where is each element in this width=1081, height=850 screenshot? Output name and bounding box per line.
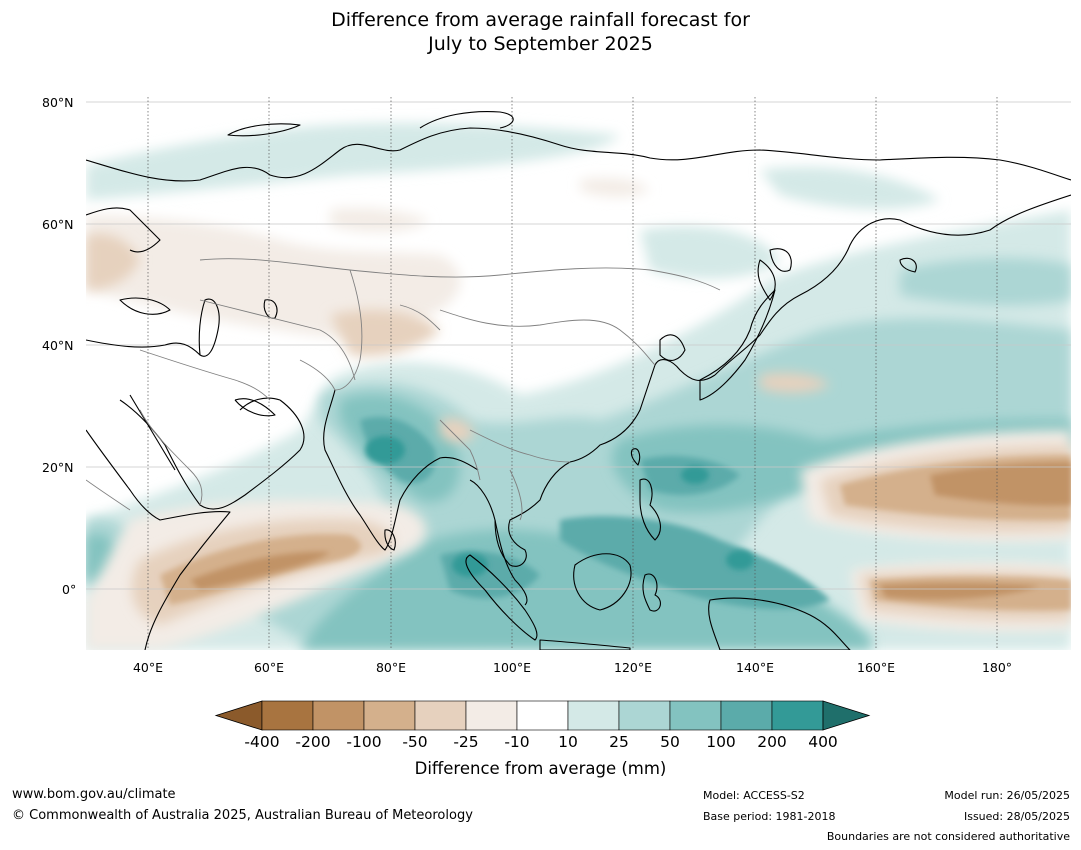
- gridlines: [86, 97, 1071, 650]
- colorbar-under-arrow: [214, 700, 263, 731]
- colorbar-tick-label: -25: [453, 733, 479, 751]
- colorbar-swatch: [414, 700, 467, 731]
- colorbar-swatch: [618, 700, 671, 731]
- wet-extreme-shading: [365, 436, 754, 577]
- rainfall-anomaly-map: [86, 97, 1071, 650]
- colorbar-swatch: [261, 700, 314, 731]
- colorbar-tick-label: 50: [660, 733, 680, 751]
- lon-label-160e: 160°E: [856, 660, 896, 675]
- colorbar-swatch: [363, 700, 416, 731]
- footer-base-period: Base period: 1981-2018: [703, 810, 836, 823]
- colorbar-tick-label: 400: [808, 733, 838, 751]
- longitude-gridlines: [147, 97, 998, 650]
- colorbar-tick-label: -10: [504, 733, 530, 751]
- colorbar-over-arrow: [822, 700, 871, 731]
- lat-label-80n: 80°N: [42, 95, 74, 110]
- colorbar-swatch: [720, 700, 773, 731]
- colorbar-swatch: [567, 700, 620, 731]
- lon-label-180: 180°: [981, 660, 1013, 675]
- colorbar-tick-label: -200: [295, 733, 331, 751]
- map-title: Difference from average rainfall forecas…: [0, 8, 1081, 56]
- colorbar-tick-label: 100: [706, 733, 736, 751]
- colorbar-tick-label: -50: [402, 733, 428, 751]
- country-borders: [86, 258, 721, 521]
- lat-label-20n: 20°N: [42, 460, 74, 475]
- lat-label-equator: 0°: [62, 582, 77, 597]
- footer-model: Model: ACCESS-S2: [703, 789, 805, 802]
- anomaly-shading: [86, 123, 1071, 650]
- lon-label-120e: 120°E: [613, 660, 653, 675]
- map-title-line2: July to September 2025: [428, 33, 653, 55]
- footer-copyright: © Commonwealth of Australia 2025, Austra…: [12, 808, 473, 823]
- colorbar-tick-label: 200: [757, 733, 787, 751]
- lat-label-40n: 40°N: [42, 338, 74, 353]
- footer-url[interactable]: www.bom.gov.au/climate: [12, 787, 176, 802]
- colorbar-swatch: [516, 700, 569, 731]
- footer-disclaimer: Boundaries are not considered authoritat…: [826, 830, 1070, 843]
- colorbar-tick-label: 10: [558, 733, 578, 751]
- colorbar-swatches: [214, 700, 871, 731]
- dry-very-strong-shading: [190, 462, 1071, 600]
- colorbar-label: Difference from average (mm): [414, 759, 667, 778]
- lat-label-60n: 60°N: [42, 217, 74, 232]
- coastlines: [86, 111, 1071, 650]
- colorbar-tick-label: -100: [346, 733, 382, 751]
- colorbar-swatch: [312, 700, 365, 731]
- colorbar-swatch: [771, 700, 824, 731]
- colorbar-swatch: [669, 700, 722, 731]
- footer-issued: Issued: 28/05/2025: [963, 810, 1070, 823]
- lon-label-40e: 40°E: [132, 660, 164, 675]
- footer-model-run: Model run: 26/05/2025: [944, 789, 1070, 802]
- colorbar-swatch: [465, 700, 518, 731]
- lon-label-60e: 60°E: [253, 660, 285, 675]
- lon-label-100e: 100°E: [492, 660, 532, 675]
- latitude-gridlines: [86, 101, 1071, 590]
- lon-label-80e: 80°E: [375, 660, 407, 675]
- colorbar-tick-label: 25: [609, 733, 629, 751]
- colorbar-tick-label: -400: [244, 733, 280, 751]
- map-title-line1: Difference from average rainfall forecas…: [331, 9, 750, 31]
- lon-label-140e: 140°E: [735, 660, 775, 675]
